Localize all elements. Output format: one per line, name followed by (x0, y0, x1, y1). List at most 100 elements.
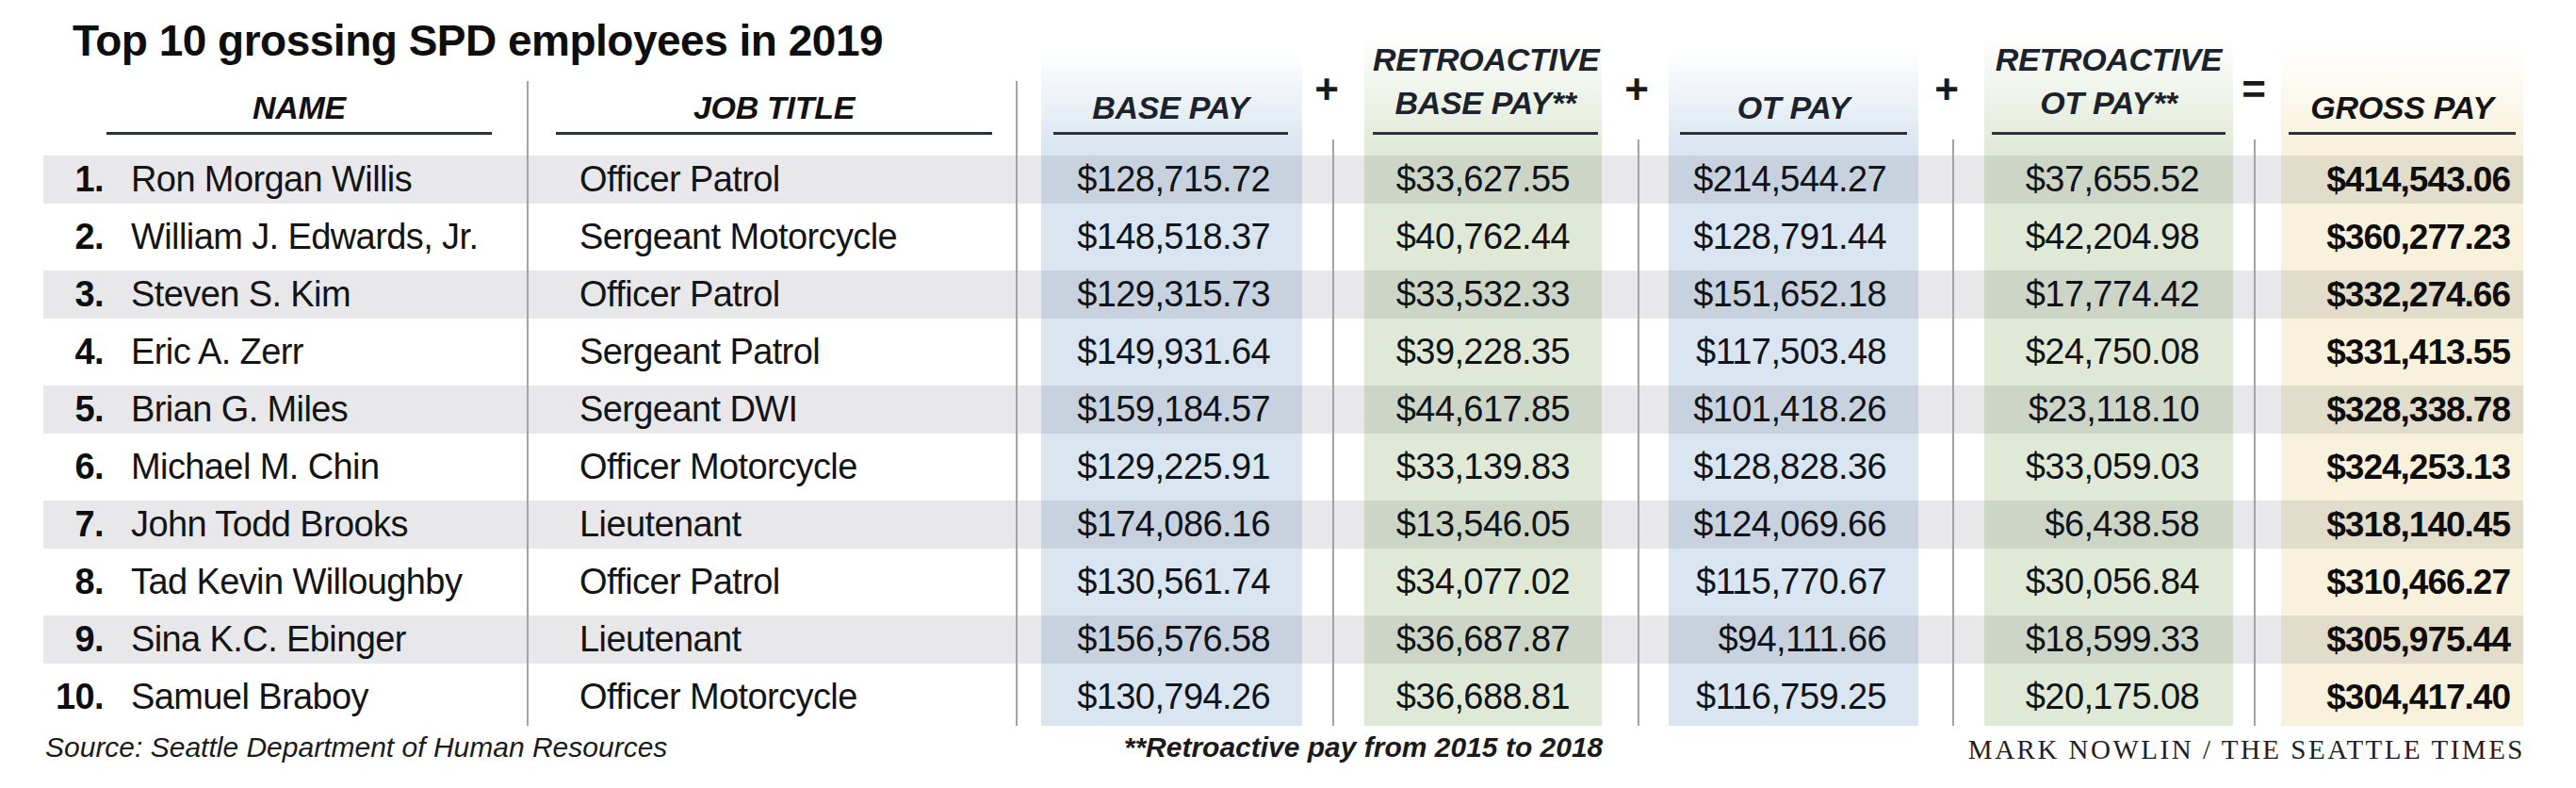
cell-ot-pay-row-3: $151,652.18 (1669, 266, 1918, 323)
cell-base-pay-row-9: $156,576.58 (1041, 611, 1302, 668)
cell-ot-pay-row-1: $214,544.27 (1669, 151, 1918, 208)
cell-ot-pay-row-6: $128,828.36 (1669, 438, 1918, 496)
cell-rank-row-3: 3. (38, 266, 104, 323)
cell-job-title-row-10: Officer Motorcycle (527, 668, 1016, 726)
cell-retro-ot-pay-row-3: $17,774.42 (1984, 266, 2233, 323)
cell-rank-row-9: 9. (38, 611, 104, 668)
cell-ot-pay-row-4: $117,503.48 (1669, 323, 1918, 381)
cell-name-row-3: Steven S. Kim (118, 266, 527, 323)
column-header-job-title: JOB TITLE (556, 87, 992, 135)
cell-base-pay-row-1: $128,715.72 (1041, 151, 1302, 208)
cell-rank-row-4: 4. (38, 323, 104, 381)
cell-job-title-row-6: Officer Motorcycle (527, 438, 1016, 496)
cell-gross-pay-row-8: $310,466.27 (2281, 553, 2523, 611)
cell-name-row-5: Brian G. Miles (118, 381, 527, 438)
cell-gross-pay-row-5: $328,338.78 (2281, 381, 2523, 438)
cell-retro-ot-pay-row-7: $6,438.58 (1984, 496, 2233, 553)
cell-retro-base-pay-row-7: $13,546.05 (1364, 496, 1602, 553)
cell-name-row-4: Eric A. Zerr (118, 323, 527, 381)
cell-gross-pay-row-2: $360,277.23 (2281, 208, 2523, 266)
cell-retro-base-pay-row-1: $33,627.55 (1364, 151, 1602, 208)
cell-gross-pay-row-6: $324,253.13 (2281, 438, 2523, 496)
cell-name-row-7: John Todd Brooks (118, 496, 527, 553)
retro-base-line2: BASE PAY** (1394, 85, 1575, 121)
retro-ot-line1: RETROACTIVE (1996, 41, 2222, 77)
cell-gross-pay-row-7: $318,140.45 (2281, 496, 2523, 553)
column-header-gross-pay: GROSS PAY (2289, 87, 2516, 135)
cell-rank-row-2: 2. (38, 208, 104, 266)
source-note: Source: Seattle Department of Human Reso… (45, 731, 667, 763)
cell-job-title-row-4: Sergeant Patrol (527, 323, 1016, 381)
cell-base-pay-row-10: $130,794.26 (1041, 668, 1302, 726)
plus-operator-3: + (1928, 66, 1965, 113)
column-header-retro-ot-pay: RETROACTIVE OT PAY** (1992, 38, 2225, 135)
table-body: 1.Ron Morgan WillisOfficer Patrol$128,71… (0, 151, 2576, 726)
cell-retro-base-pay-row-6: $33,139.83 (1364, 438, 1602, 496)
infographic-table: Top 10 grossing SPD employees in 2019 NA… (0, 0, 2576, 788)
column-header-ot-pay: OT PAY (1680, 87, 1907, 135)
cell-gross-pay-row-3: $332,274.66 (2281, 266, 2523, 323)
cell-base-pay-row-5: $159,184.57 (1041, 381, 1302, 438)
cell-name-row-10: Samuel Braboy (118, 668, 527, 726)
cell-retro-ot-pay-row-8: $30,056.84 (1984, 553, 2233, 611)
cell-base-pay-row-2: $148,518.37 (1041, 208, 1302, 266)
column-header-name: NAME (106, 87, 492, 135)
cell-gross-pay-row-9: $305,975.44 (2281, 611, 2523, 668)
cell-gross-pay-row-1: $414,543.06 (2281, 151, 2523, 208)
column-header-base-pay: BASE PAY (1053, 87, 1288, 135)
cell-name-row-9: Sina K.C. Ebinger (118, 611, 527, 668)
cell-ot-pay-row-2: $128,791.44 (1669, 208, 1918, 266)
cell-retro-ot-pay-row-9: $18,599.33 (1984, 611, 2233, 668)
cell-retro-ot-pay-row-4: $24,750.08 (1984, 323, 2233, 381)
retro-base-line1: RETROACTIVE (1373, 41, 1599, 77)
cell-rank-row-8: 8. (38, 553, 104, 611)
cell-retro-base-pay-row-10: $36,688.81 (1364, 668, 1602, 726)
cell-rank-row-5: 5. (38, 381, 104, 438)
cell-job-title-row-1: Officer Patrol (527, 151, 1016, 208)
cell-job-title-row-2: Sergeant Motorcycle (527, 208, 1016, 266)
cell-rank-row-1: 1. (38, 151, 104, 208)
cell-job-title-row-7: Lieutenant (527, 496, 1016, 553)
cell-gross-pay-row-10: $304,417.40 (2281, 668, 2523, 726)
cell-ot-pay-row-5: $101,418.26 (1669, 381, 1918, 438)
cell-name-row-8: Tad Kevin Willoughby (118, 553, 527, 611)
cell-retro-ot-pay-row-1: $37,655.52 (1984, 151, 2233, 208)
cell-retro-ot-pay-row-10: $20,175.08 (1984, 668, 2233, 726)
cell-name-row-2: William J. Edwards, Jr. (118, 208, 527, 266)
plus-operator-1: + (1308, 66, 1345, 113)
equals-operator: = (2235, 66, 2273, 113)
cell-base-pay-row-3: $129,315.73 (1041, 266, 1302, 323)
cell-name-row-1: Ron Morgan Willis (118, 151, 527, 208)
cell-retro-ot-pay-row-2: $42,204.98 (1984, 208, 2233, 266)
cell-job-title-row-8: Officer Patrol (527, 553, 1016, 611)
cell-base-pay-row-6: $129,225.91 (1041, 438, 1302, 496)
cell-ot-pay-row-8: $115,770.67 (1669, 553, 1918, 611)
cell-retro-ot-pay-row-5: $23,118.10 (1984, 381, 2233, 438)
cell-ot-pay-row-9: $94,111.66 (1669, 611, 1918, 668)
cell-rank-row-10: 10. (38, 668, 104, 726)
cell-rank-row-6: 6. (38, 438, 104, 496)
cell-retro-base-pay-row-8: $34,077.02 (1364, 553, 1602, 611)
cell-base-pay-row-8: $130,561.74 (1041, 553, 1302, 611)
cell-job-title-row-9: Lieutenant (527, 611, 1016, 668)
cell-base-pay-row-4: $149,931.64 (1041, 323, 1302, 381)
plus-operator-2: + (1618, 66, 1655, 113)
cell-retro-base-pay-row-3: $33,532.33 (1364, 266, 1602, 323)
cell-name-row-6: Michael M. Chin (118, 438, 527, 496)
cell-job-title-row-5: Sergeant DWI (527, 381, 1016, 438)
retroactive-footnote: **Retroactive pay from 2015 to 2018 (1081, 731, 1646, 763)
cell-base-pay-row-7: $174,086.16 (1041, 496, 1302, 553)
column-header-retro-base-pay: RETROACTIVE BASE PAY** (1373, 38, 1598, 135)
cell-retro-base-pay-row-9: $36,687.87 (1364, 611, 1602, 668)
cell-ot-pay-row-10: $116,759.25 (1669, 668, 1918, 726)
page-title: Top 10 grossing SPD employees in 2019 (73, 15, 883, 66)
cell-ot-pay-row-7: $124,069.66 (1669, 496, 1918, 553)
cell-retro-base-pay-row-4: $39,228.35 (1364, 323, 1602, 381)
byline-credit: MARK NOWLIN / THE SEATTLE TIMES (1968, 734, 2525, 765)
cell-retro-base-pay-row-5: $44,617.85 (1364, 381, 1602, 438)
cell-retro-base-pay-row-2: $40,762.44 (1364, 208, 1602, 266)
cell-job-title-row-3: Officer Patrol (527, 266, 1016, 323)
cell-gross-pay-row-4: $331,413.55 (2281, 323, 2523, 381)
cell-rank-row-7: 7. (38, 496, 104, 553)
retro-ot-line2: OT PAY** (2040, 85, 2177, 121)
